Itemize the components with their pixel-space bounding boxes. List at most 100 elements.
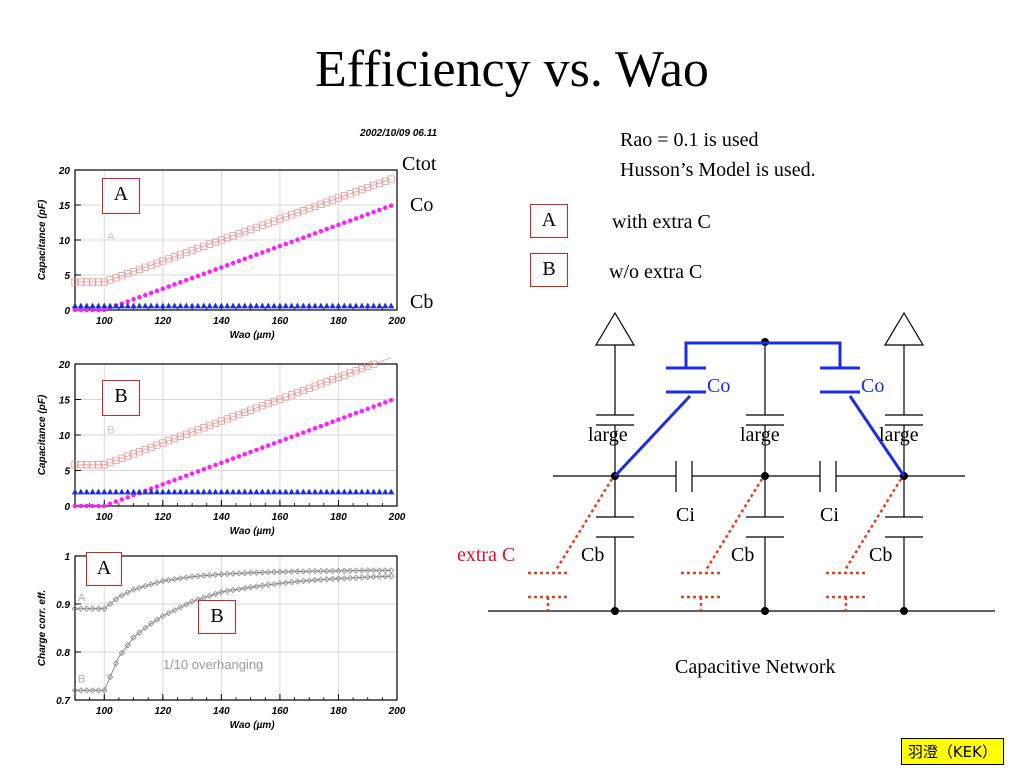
data-point [270,488,278,495]
data-point [382,302,389,309]
legend-text-a: with extra C [612,211,711,233]
data-point [177,488,184,495]
data-point [200,242,208,250]
data-point [260,250,265,255]
data-point [253,569,260,576]
data-point [106,276,114,284]
data-point [323,302,330,309]
data-point [370,488,377,495]
data-point [206,240,214,248]
data-point [83,302,90,309]
data-point [259,582,266,589]
data-point [305,384,313,392]
data-point [352,567,360,574]
x-tick-label: 120 [154,706,171,717]
data-point [323,488,330,495]
data-point [206,592,213,600]
label-ctot: Ctot [402,153,437,175]
data-point [153,616,161,624]
y-tick-label: 5 [64,467,70,478]
co-label-right: Co [861,375,885,397]
data-point [130,302,137,309]
data-point [289,239,294,245]
y-tick-label: 0 [64,502,70,513]
data-point [306,568,313,575]
data-point [270,568,278,576]
data-point [95,687,102,694]
x-tick-label: 200 [388,706,406,717]
data-point [276,302,284,309]
data-point [241,488,248,495]
data-point [276,568,284,576]
data-point [247,569,254,576]
x-tick-label: 180 [330,706,347,717]
data-point [365,406,371,412]
data-point [299,206,307,215]
data-point [90,307,95,313]
data-point [358,302,366,309]
data-point [300,568,307,575]
data-point [129,450,138,458]
data-point [265,569,272,576]
data-point [130,634,137,641]
data-point [178,280,183,285]
data-point [118,302,126,309]
data-point [177,575,184,582]
data-point [254,447,259,453]
data-point [83,605,90,612]
data-point [224,570,231,578]
data-point [148,290,154,296]
y-tick-label: 5 [64,271,70,282]
data-point [130,488,137,495]
data-point [159,488,167,495]
data-point [229,586,237,594]
data-point [346,369,354,377]
y-tick-label: 20 [58,360,71,371]
series-co [72,203,394,313]
data-point [84,503,90,509]
data-point [165,302,172,309]
date-stamp: 2002/10/09 06.11 [360,128,438,139]
data-point [189,471,195,476]
data-point [213,462,218,468]
y-tick-label: 0.9 [56,600,70,611]
data-point [194,302,202,309]
data-point [254,252,259,257]
data-point [112,488,120,495]
data-point [376,488,383,495]
data-point [248,449,253,455]
data-point [265,443,271,448]
eff-box-b: B [198,600,236,634]
x-tick-label: 100 [96,512,113,523]
data-point [346,574,354,582]
data-point [388,397,394,403]
data-point [89,687,96,694]
cb-label-left: Cb [581,544,605,566]
x-tick-label: 160 [272,706,289,717]
data-point [77,687,85,694]
data-point [90,503,95,509]
data-point [260,445,265,451]
data-point [101,503,107,509]
data-point [364,567,371,574]
x-axis-label: Wao (µm) [230,720,276,731]
data-point [235,302,243,309]
data-point [124,488,131,495]
data-point [106,673,114,681]
data-point [159,439,167,447]
note-model: Husson’s Model is used. [620,159,816,181]
data-point [288,488,295,495]
data-point [213,267,218,272]
data-point [364,573,371,581]
data-point [89,488,96,495]
data-point [106,600,114,608]
data-point [317,576,325,583]
data-point [358,365,366,373]
data-point [253,488,260,495]
data-point [147,443,155,451]
series-ctot [71,175,395,286]
data-point [172,282,177,287]
data-point [352,574,360,581]
data-point [183,574,190,581]
